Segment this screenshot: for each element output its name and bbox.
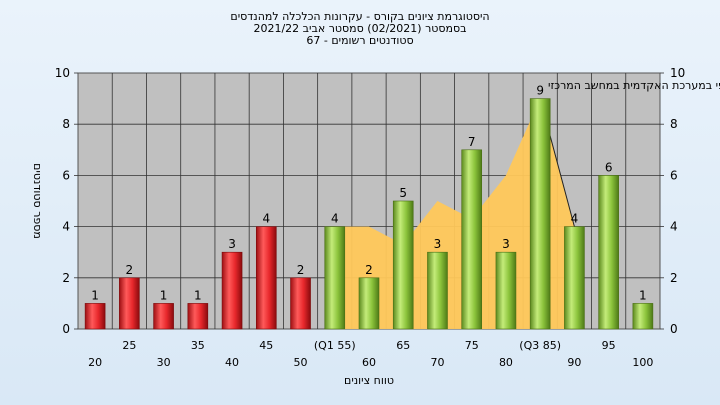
bars-group bbox=[84, 98, 654, 330]
bar-95 bbox=[598, 175, 619, 330]
bar-70 bbox=[427, 251, 448, 330]
bar-value-label: 2 bbox=[365, 263, 373, 277]
bar-value-label: 1 bbox=[194, 288, 202, 302]
bar-80 bbox=[495, 251, 517, 330]
bar-40 bbox=[221, 251, 243, 330]
bar-value-label: 3 bbox=[502, 237, 510, 251]
bar-20 bbox=[84, 303, 106, 330]
y-tick-label-left: 8 bbox=[62, 117, 70, 131]
x-tick-label: (Q3 85) bbox=[519, 339, 561, 352]
y-tick-label-right: 4 bbox=[670, 220, 678, 234]
y-tick-label-right: 0 bbox=[670, 322, 678, 336]
chart-title-line-3: סטודנטים רשומים - 67 bbox=[306, 34, 414, 47]
bar-value-label: 2 bbox=[126, 263, 134, 277]
y-ticks-left: 0 2 4 6 8 10 bbox=[55, 66, 78, 336]
bar-value-label: 1 bbox=[160, 288, 168, 302]
bar-90 bbox=[564, 226, 585, 330]
bar-Q1-55 bbox=[324, 226, 346, 330]
chart-annotation: במשימה : ציון סופי במערכת האקדמית במחשב … bbox=[548, 79, 720, 92]
x-tick-label: 90 bbox=[567, 356, 581, 369]
bar-75 bbox=[461, 149, 483, 330]
bar-value-label: 2 bbox=[297, 263, 305, 277]
bar-value-label: 4 bbox=[571, 212, 579, 226]
x-tick-label: (Q1 55) bbox=[314, 339, 356, 352]
x-tick-label: 20 bbox=[88, 356, 102, 369]
bar-value-label: 4 bbox=[262, 212, 270, 226]
y-tick-label-left: 4 bbox=[62, 220, 70, 234]
bar-value-label: 5 bbox=[399, 186, 407, 200]
bar-25 bbox=[119, 277, 140, 330]
bar-value-label: 3 bbox=[228, 237, 236, 251]
bar-value-label: 3 bbox=[434, 237, 442, 251]
x-tick-label: 70 bbox=[430, 356, 444, 369]
chart-title-line-1: היסטוגרמת ציונים בקורס - עקרונות הכלכלה … bbox=[230, 10, 490, 23]
y-tick-label-left: 10 bbox=[55, 66, 70, 80]
x-tick-label: 35 bbox=[191, 339, 205, 352]
bar-value-label: 9 bbox=[536, 84, 544, 98]
chart-title-line-2: בסמסטר (02/2021) סמסטר אביב 2021/22 bbox=[253, 22, 467, 35]
bar-100 bbox=[632, 303, 654, 330]
bar-value-label: 6 bbox=[605, 160, 613, 174]
bar-30 bbox=[153, 303, 174, 330]
x-axis-label: טווח ציונים bbox=[344, 374, 394, 387]
bar-45 bbox=[255, 226, 277, 330]
x-tick-label: 45 bbox=[259, 339, 273, 352]
x-tick-label: 75 bbox=[465, 339, 479, 352]
y-tick-label-left: 6 bbox=[62, 168, 70, 182]
bar-50 bbox=[290, 277, 311, 330]
bar-65 bbox=[392, 200, 414, 330]
x-tick-label: 95 bbox=[602, 339, 616, 352]
x-tick-label: 30 bbox=[157, 356, 171, 369]
bar-value-label: 1 bbox=[91, 288, 99, 302]
x-tick-labels: 20 25 30 35 40 45 50 (Q1 55) 60 65 70 75 80 (Q3 85) 90… bbox=[88, 339, 653, 369]
x-tick-label: 65 bbox=[396, 339, 410, 352]
y-axis-label: מספר סטודנטים bbox=[31, 163, 44, 239]
x-tick-label: 60 bbox=[362, 356, 376, 369]
y-tick-label-right: 2 bbox=[670, 271, 678, 285]
bar-value-label: 4 bbox=[331, 212, 339, 226]
bar-60 bbox=[358, 277, 380, 330]
y-tick-label-right: 10 bbox=[670, 66, 685, 80]
x-tick-label: 40 bbox=[225, 356, 239, 369]
bar-Q3-85 bbox=[529, 98, 551, 330]
x-tick-label: 80 bbox=[499, 356, 513, 369]
y-ticks-right: 0 2 4 6 8 10 bbox=[660, 66, 685, 336]
value-labels-group: 1 2 1 1 3 4 2 4 2 5 3 7 3 9 4 6 1 bbox=[91, 84, 646, 303]
x-tick-label: 100 bbox=[632, 356, 653, 369]
x-tick-label: 50 bbox=[294, 356, 308, 369]
y-tick-label-right: 8 bbox=[670, 117, 678, 131]
y-tick-label-right: 6 bbox=[670, 168, 678, 182]
bar-35 bbox=[187, 303, 209, 330]
bar-value-label: 7 bbox=[468, 135, 476, 149]
bar-value-label: 1 bbox=[639, 288, 647, 302]
x-tick-label: 25 bbox=[122, 339, 136, 352]
y-tick-label-left: 0 bbox=[62, 322, 70, 336]
y-tick-label-left: 2 bbox=[62, 271, 70, 285]
